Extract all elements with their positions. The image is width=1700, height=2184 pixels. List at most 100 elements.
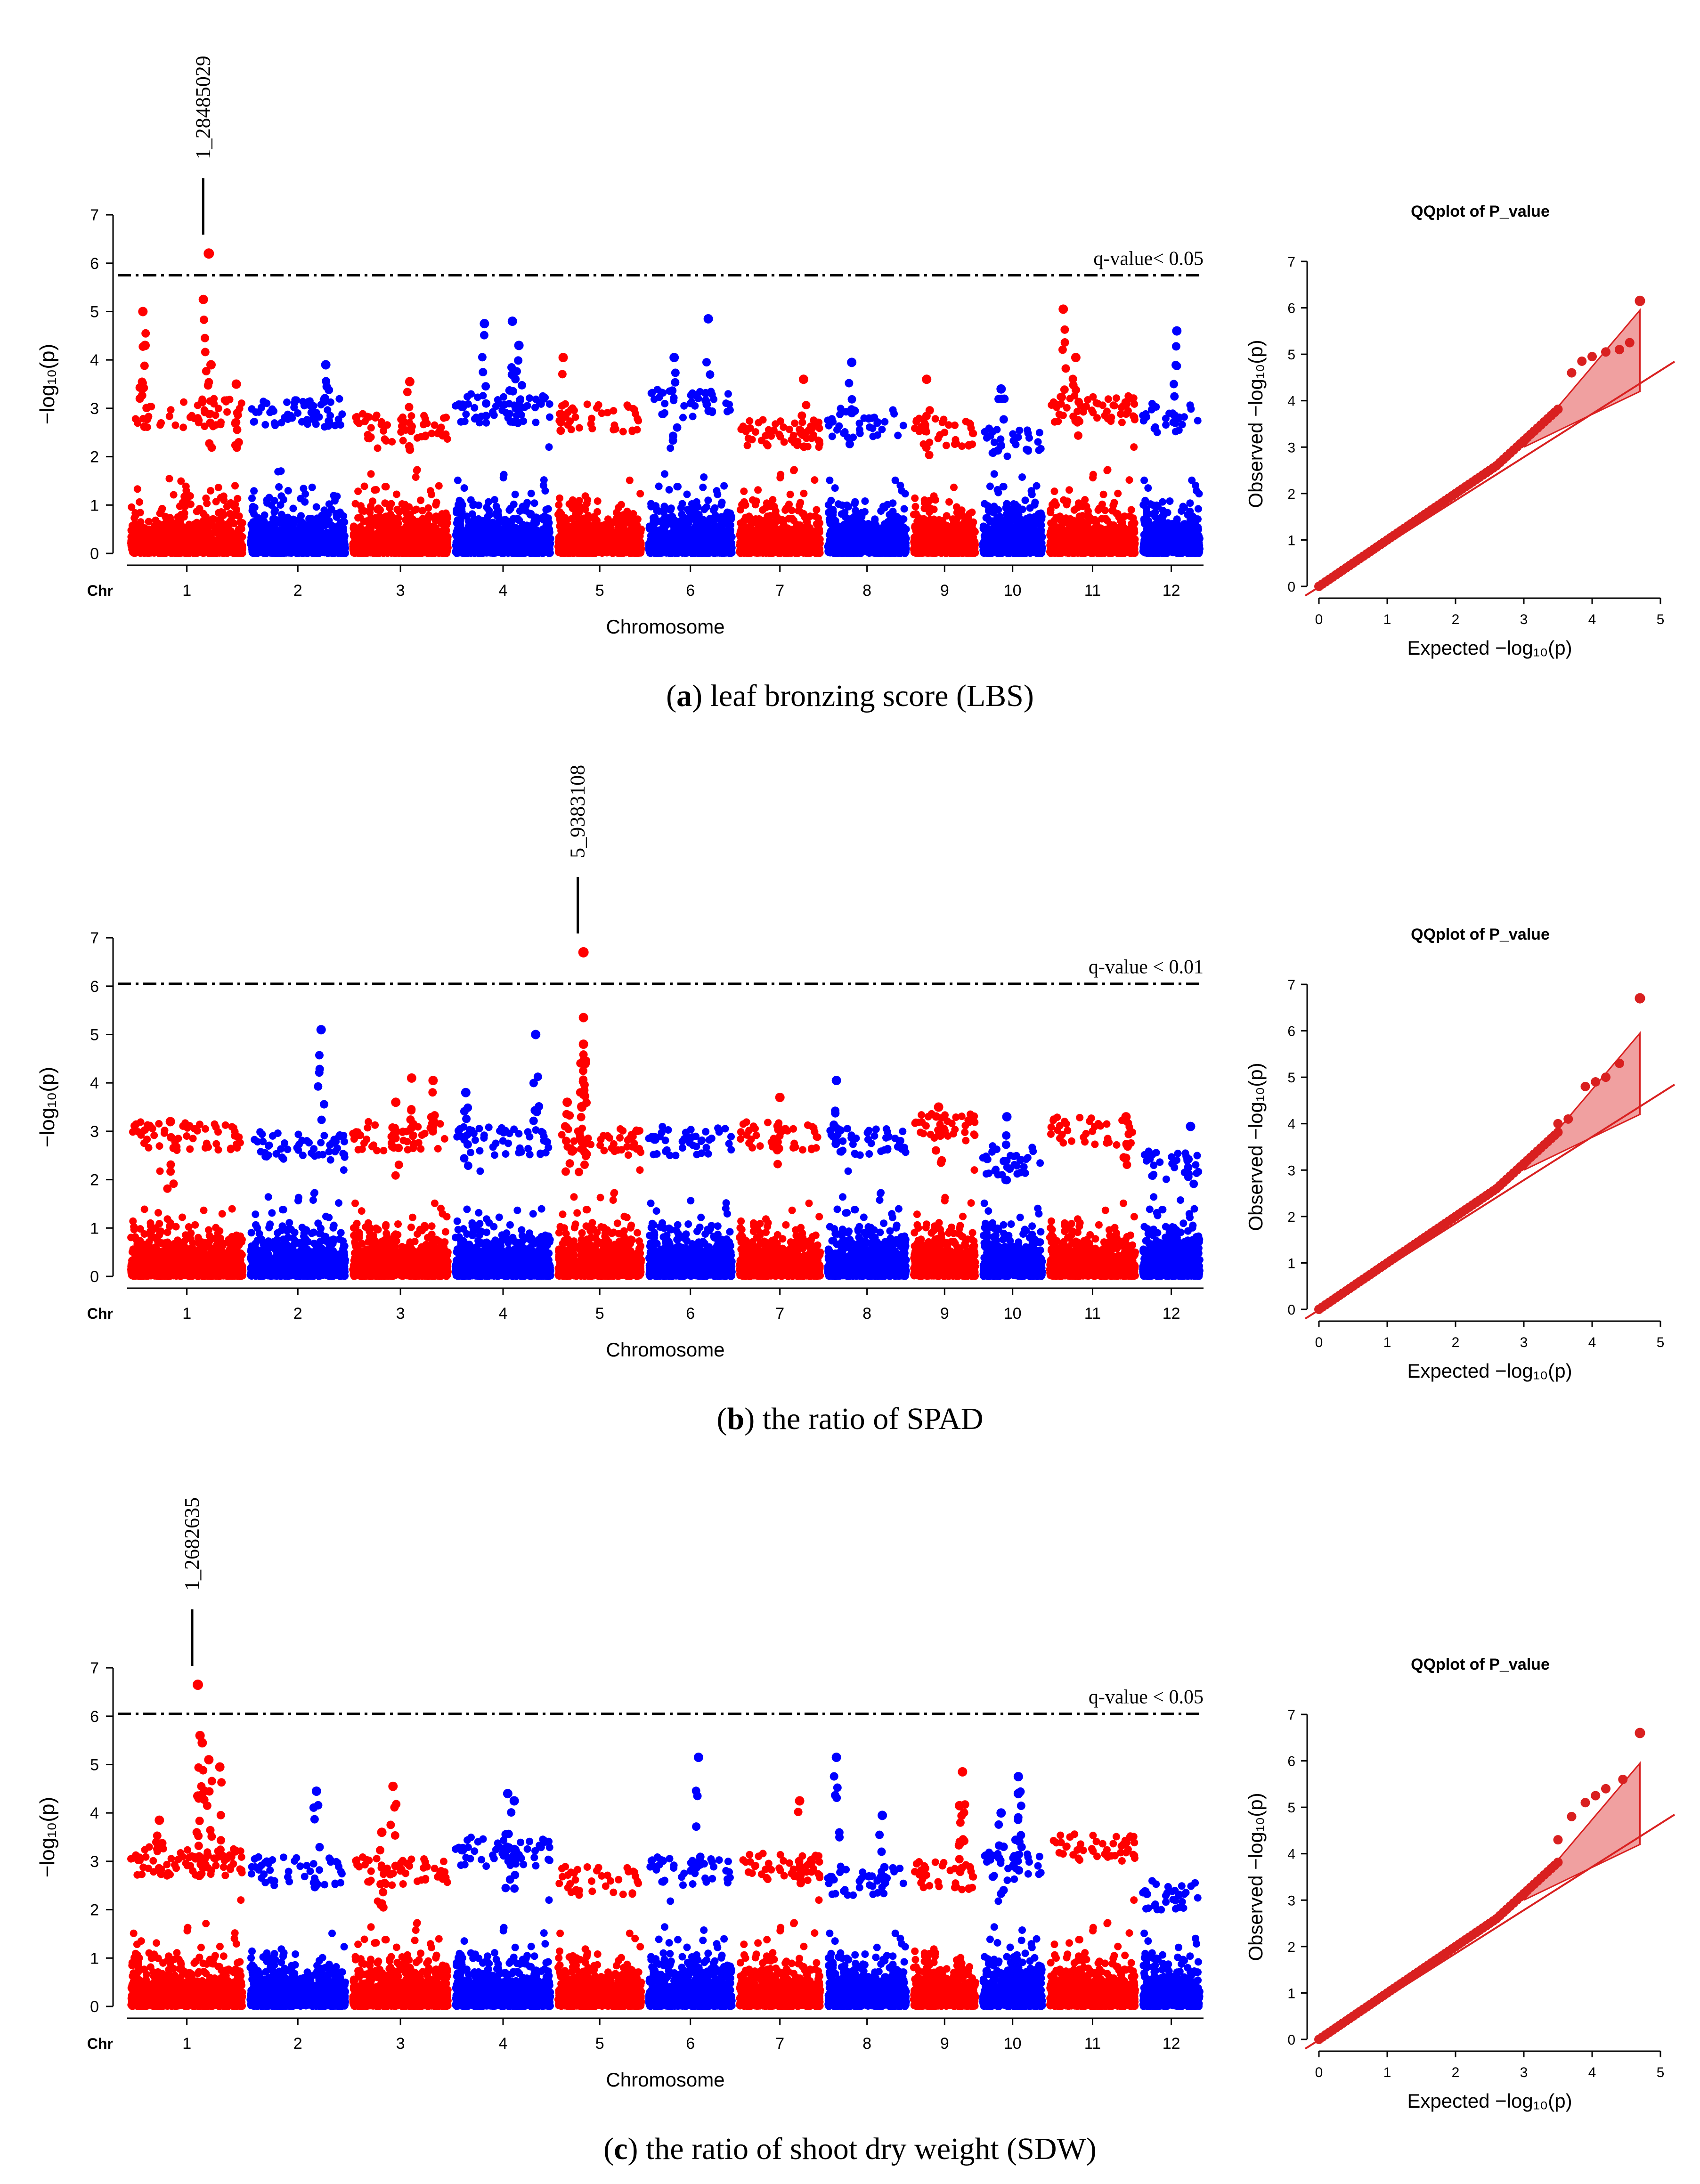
snp-point [372, 543, 380, 551]
snp-point [301, 498, 309, 506]
snp-point [392, 490, 400, 498]
snp-point [532, 549, 540, 556]
snp-point [356, 513, 364, 521]
snp-point [207, 487, 215, 495]
snp-point [431, 544, 439, 552]
snp-point [152, 548, 160, 556]
snp-point [382, 539, 390, 547]
snp-point [307, 515, 315, 523]
snp-point [156, 523, 164, 531]
snp-point [456, 400, 464, 408]
chromosome-label: 2 [293, 582, 302, 600]
snp-point [545, 533, 553, 541]
chromosome-label: 1 [182, 582, 191, 600]
snp-point [295, 549, 303, 557]
snp-point [338, 410, 346, 418]
snp-point [248, 405, 256, 413]
snp-point [308, 483, 316, 491]
snp-point [188, 412, 196, 420]
snp-point [136, 509, 144, 517]
snp-point [301, 490, 309, 498]
snp-point [309, 402, 317, 410]
snp-point [176, 548, 184, 556]
snp-point [312, 503, 320, 511]
snp-point [478, 549, 486, 557]
snp-point [248, 494, 256, 502]
snp-point [285, 516, 293, 524]
snp-point [474, 543, 482, 551]
snp-point [215, 521, 223, 529]
snp-point [165, 475, 173, 483]
snp-point [369, 497, 377, 505]
snp-point [233, 546, 241, 554]
snp-point [532, 395, 540, 403]
snp-point [526, 511, 534, 519]
snp-point [193, 519, 201, 527]
snp-point [194, 507, 202, 515]
y-tick-label: 5 [90, 303, 99, 321]
snp-point [636, 490, 644, 498]
snp-point [360, 482, 368, 490]
snp-point [517, 411, 525, 419]
snp-point [171, 532, 179, 540]
chromosome-3-points [349, 410, 452, 557]
snp-point [506, 547, 514, 555]
snp-point [501, 538, 509, 546]
snp-point [529, 523, 537, 531]
snp-point [170, 491, 178, 499]
snp-point [284, 487, 292, 495]
snp-point [397, 428, 405, 436]
snp-point [304, 549, 312, 557]
snp-point [252, 540, 260, 548]
snp-point [130, 514, 138, 522]
snp-point [528, 540, 535, 548]
snp-point [393, 505, 401, 513]
chromosome-2-points [246, 395, 350, 557]
snp-point [357, 528, 365, 536]
snp-point [542, 546, 550, 554]
snp-point [471, 521, 479, 528]
snp-point [338, 518, 346, 526]
snp-point [172, 540, 180, 548]
snp-point [353, 417, 361, 425]
snp-point [417, 496, 425, 504]
snp-point [231, 482, 239, 490]
snp-point [238, 519, 246, 527]
snp-point [430, 534, 438, 542]
snp-point [180, 493, 188, 501]
snp-point [532, 418, 540, 426]
snp-point [337, 421, 344, 429]
snp-point [358, 549, 366, 557]
snp-point [361, 417, 369, 425]
snp-point [501, 400, 509, 408]
snp-point [198, 524, 206, 531]
snp-point [163, 515, 171, 523]
snp-point [174, 523, 182, 531]
snp-point [527, 489, 535, 497]
snp-point [278, 531, 286, 538]
snp-point [382, 512, 390, 520]
snp-point [410, 506, 418, 514]
snp-point [286, 412, 294, 420]
snp-point [467, 390, 475, 398]
chromosome-1-points [127, 395, 246, 557]
snp-point [539, 392, 547, 400]
snp-point [217, 418, 225, 426]
snp-point [206, 397, 214, 405]
snp-point [228, 532, 236, 540]
snp-point [336, 508, 344, 516]
snp-point [485, 498, 493, 506]
snp-point [367, 424, 375, 432]
snp-point [384, 533, 392, 541]
snp-point [223, 396, 231, 404]
snp-point [195, 419, 203, 427]
snp-point [180, 513, 188, 521]
snp-point [297, 512, 305, 520]
snp-point [259, 527, 267, 535]
snp-point [312, 409, 320, 416]
snp-point [397, 545, 405, 553]
snp-point [271, 506, 279, 514]
snp-point [412, 473, 420, 481]
snp-point [456, 496, 464, 504]
snp-point [289, 504, 297, 512]
